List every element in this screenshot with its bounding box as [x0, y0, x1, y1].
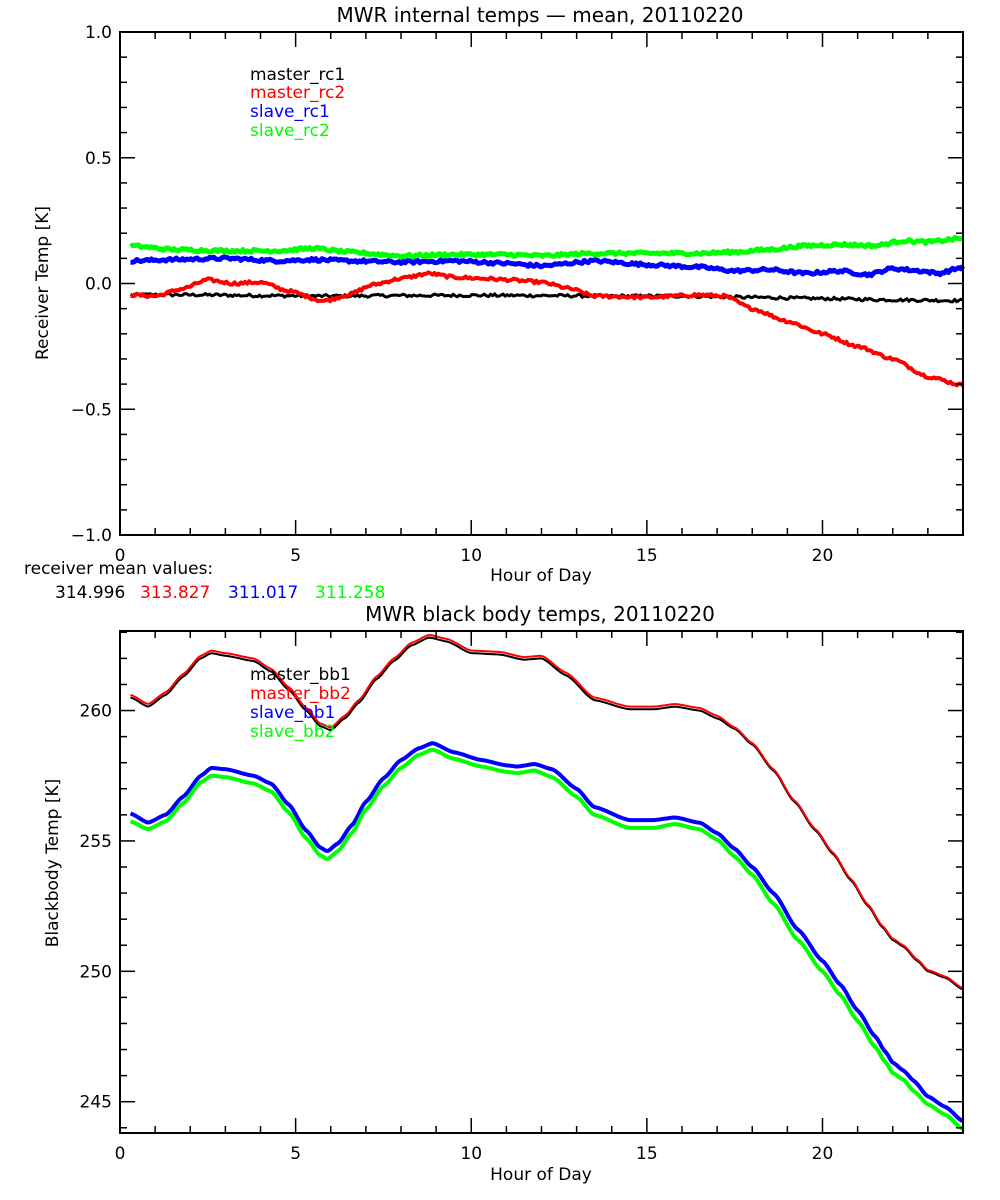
y-axis-label: Receiver Temp [K]: [33, 206, 53, 360]
x-tick-label: 10: [460, 1144, 482, 1164]
receiver-temps-panel: MWR internal temps — mean, 20110220 0 5 10…: [24, 3, 966, 603]
series-line-master-rc2: [130, 270, 965, 388]
legend-entry-master-bb2: master_bb2: [250, 684, 351, 704]
legend-entry-master-bb1: master_bb1: [250, 665, 351, 685]
legend: master_rc1 master_rc2 slave_rc1 slave_rc…: [250, 65, 345, 141]
x-tick-label: 5: [290, 546, 301, 566]
plot-frame: [119, 630, 964, 1134]
mean-value-master-rc1: 314.996: [55, 583, 125, 603]
y-tick-label: 1.0: [85, 23, 112, 43]
x-tick-label: 15: [636, 546, 658, 566]
series-line-master-rc1: [129, 291, 964, 304]
series-line-slave-rc2: [129, 235, 964, 260]
legend-entry-master-rc2: master_rc2: [250, 83, 345, 103]
legend-entry-slave-bb2: slave_bb2: [250, 722, 335, 742]
x-axis-label: Hour of Day: [490, 566, 592, 586]
y-tick-label: 250: [80, 962, 112, 982]
legend-entry-master-rc1: master_rc1: [250, 65, 345, 85]
x-tick-label: 0: [115, 1144, 126, 1164]
x-tick-label: 10: [460, 546, 482, 566]
legend-entry-slave-bb1: slave_bb1: [250, 703, 335, 723]
mean-value-slave-rc1: 311.017: [228, 583, 298, 603]
y-tick-label: 0.5: [85, 149, 112, 169]
series-line-slave-bb2: [129, 747, 964, 1131]
y-tick-label: −1.0: [71, 526, 112, 546]
x-tick-label: 15: [636, 1144, 658, 1164]
y-tick-label: −0.5: [71, 400, 112, 420]
x-tick-label: 20: [812, 546, 834, 566]
y-tick-label: 245: [80, 1093, 112, 1113]
series-line-master-bb2: [130, 634, 964, 990]
axes: 0 5 10 15 20 −1.0 −0.5 0.0 0.5 1.0: [71, 23, 964, 566]
mean-values-label: receiver mean values:: [24, 559, 213, 579]
legend-entry-slave-rc2: slave_rc2: [250, 121, 330, 141]
x-tick-label: 20: [812, 1144, 834, 1164]
receiver-mean-values: receiver mean values: 314.996 313.827 31…: [24, 559, 385, 603]
series-group: [129, 235, 966, 388]
series-line-slave-bb1: [129, 741, 964, 1124]
mean-value-slave-rc2: 311.258: [315, 583, 385, 603]
x-tick-label: 0: [115, 546, 126, 566]
y-tick-label: 0.0: [85, 275, 112, 295]
series-group: [129, 634, 964, 1131]
mean-value-master-rc2: 313.827: [140, 583, 210, 603]
chart-title: MWR internal temps — mean, 20110220: [336, 3, 743, 27]
y-tick-label: 255: [80, 832, 112, 852]
series-line-slave-rc1: [130, 254, 966, 279]
legend-entry-slave-rc1: slave_rc1: [250, 102, 330, 122]
x-axis-label: Hour of Day: [490, 1165, 592, 1185]
legend: master_bb1 master_bb2 slave_bb1 slave_bb…: [250, 665, 351, 742]
chart-title: MWR black body temps, 20110220: [365, 602, 715, 626]
y-tick-label: 260: [80, 702, 112, 722]
y-axis-label: Blackbody Temp [K]: [43, 779, 63, 948]
axes: 0 5 10 15 20 245 250 255 260: [80, 630, 964, 1164]
x-tick-label: 5: [290, 1144, 301, 1164]
blackbody-temps-panel: MWR black body temps, 20110220 0 5 10 15 20 2…: [43, 602, 964, 1185]
